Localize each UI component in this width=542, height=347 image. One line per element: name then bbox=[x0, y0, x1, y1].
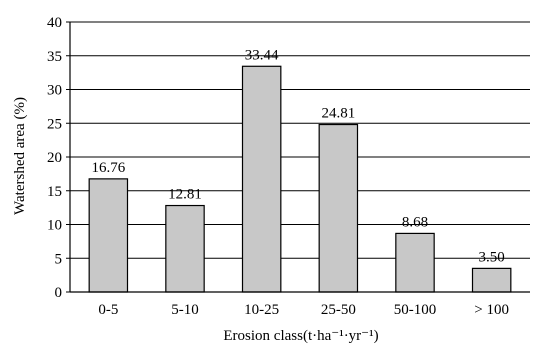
y-tick-label: 15 bbox=[47, 184, 62, 200]
y-tick-label: 25 bbox=[47, 116, 62, 132]
data-labels: 16.76 12.81 33.44 24.81 8.68 3.50 bbox=[91, 47, 504, 265]
x-tick-label: 0-5 bbox=[98, 302, 118, 318]
y-tick-label: 35 bbox=[47, 49, 62, 65]
gridlines bbox=[70, 21, 530, 259]
bars bbox=[88, 65, 512, 293]
bar bbox=[88, 178, 129, 293]
axes bbox=[66, 21, 530, 293]
data-label: 8.68 bbox=[402, 214, 428, 230]
bar bbox=[471, 267, 512, 293]
y-tick-label: 5 bbox=[55, 251, 63, 267]
x-axis-title: Erosion class(t·ha⁻¹·yr⁻¹) bbox=[223, 328, 378, 344]
data-label: 3.50 bbox=[479, 249, 505, 265]
x-tick-label: > 100 bbox=[474, 302, 509, 318]
x-tick-label: 25-50 bbox=[321, 302, 356, 318]
x-tick-label: 50-100 bbox=[394, 302, 437, 318]
y-tick-label: 30 bbox=[47, 83, 62, 99]
bar bbox=[395, 232, 435, 293]
data-label: 33.44 bbox=[245, 47, 279, 63]
y-tick-label: 40 bbox=[47, 15, 62, 31]
data-label: 16.76 bbox=[91, 160, 125, 176]
x-tick-label: 10-25 bbox=[244, 302, 279, 318]
y-tick-label: 20 bbox=[47, 150, 62, 166]
y-tick-labels: 0 5 10 15 20 25 30 35 40 bbox=[47, 15, 62, 301]
x-tick-label: 5-10 bbox=[171, 302, 199, 318]
bar bbox=[241, 65, 282, 293]
y-tick-label: 0 bbox=[55, 285, 63, 301]
data-label: 12.81 bbox=[168, 187, 202, 203]
y-tick-label: 10 bbox=[47, 218, 62, 234]
data-label: 24.81 bbox=[321, 106, 355, 122]
bar bbox=[165, 204, 205, 293]
x-tick-labels: 0-5 5-10 10-25 25-50 50-100 > 100 bbox=[98, 302, 509, 318]
y-axis-title: Watershed area (%) bbox=[12, 97, 28, 215]
bar bbox=[318, 123, 359, 293]
